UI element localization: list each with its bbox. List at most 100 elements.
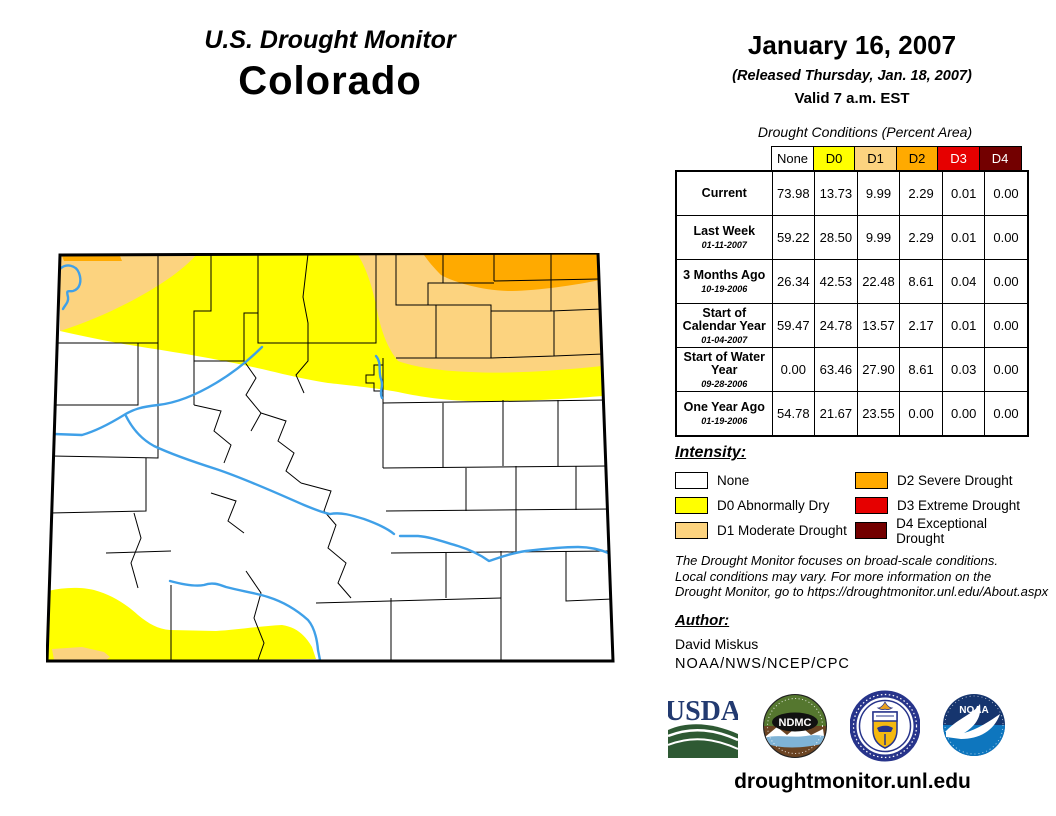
d2-region-northeast — [424, 253, 600, 291]
disclaimer: The Drought Monitor focuses on broad-sca… — [675, 553, 1055, 600]
report-title: U.S. Drought Monitor — [204, 26, 456, 54]
table-cell: 0.00 — [984, 259, 1029, 304]
table-cell: 0.01 — [941, 170, 986, 216]
table-cell: 9.99 — [856, 170, 901, 216]
table-cell: 59.47 — [771, 303, 816, 348]
yampa-river — [58, 264, 82, 311]
row-date: 01-11-2007 — [701, 239, 747, 250]
table-row: One Year Ago 01-19-2006 54.78 21.67 23.55 0.0… — [675, 391, 1029, 437]
table-cell: 0.04 — [941, 259, 986, 304]
row-label: Start of Water Year — [683, 349, 766, 377]
colorado-drought-map — [46, 253, 615, 663]
table-cell: 2.29 — [899, 170, 943, 216]
usda-logo: USDA — [668, 696, 738, 758]
south-platte-river — [374, 354, 384, 400]
table-row: Current 73.98 13.73 9.99 2.29 0.01 0.00 — [675, 170, 1029, 216]
legend-item: D1 Moderate Drought — [675, 518, 855, 543]
column-header-none: None — [771, 146, 814, 171]
drought-conditions-table: Current 73.98 13.73 9.99 2.29 0.01 0.00 Last We… — [675, 170, 1029, 437]
county-boundaries — [49, 253, 613, 661]
intensity-legend: None D0 Abnormally Dry D1 Moderate Drought… — [675, 468, 1035, 546]
gunnison-river — [124, 414, 332, 516]
drought-table-wrap: None D0 D1 D2 D3 D4 Current 73.98 13.73 9.99 2.29… — [675, 146, 1029, 437]
legend-swatch — [855, 472, 888, 489]
d1-sliver-southwest — [52, 647, 110, 660]
table-column-headers: None D0 D1 D2 D3 D4 — [771, 146, 1029, 171]
table-cell: 24.78 — [814, 303, 858, 348]
table-cell: 0.00 — [984, 391, 1029, 437]
noaa-logo-label: NOAA — [959, 705, 988, 716]
disclaimer-line: Local conditions may vary. For more info… — [675, 568, 992, 584]
table-cell: 63.46 — [814, 347, 858, 392]
row-date: 10-19-2006 — [701, 283, 748, 294]
table-cell: 0.01 — [941, 303, 986, 348]
table-cell: 0.01 — [941, 215, 986, 260]
table-cell: 8.61 — [899, 347, 943, 392]
legend-item: None — [675, 468, 855, 493]
noaa-logo: NOAA — [943, 694, 1005, 756]
rivers — [52, 264, 613, 661]
ndmc-logo: NDMC — [763, 694, 827, 758]
report-header: U.S. Drought Monitor Colorado — [50, 26, 610, 104]
date-block: January 16, 2007 (Released Thursday, Jan… — [672, 30, 1032, 107]
table-cell: 8.61 — [899, 259, 943, 304]
usda-logo-label: USDA — [668, 696, 738, 727]
disclaimer-line: Drought Monitor, go to https://droughtmo… — [675, 584, 1049, 599]
table-cell: 13.73 — [814, 170, 858, 216]
table-row: Start of Calendar Year 01-04-2007 59.47 24.… — [675, 303, 1029, 348]
row-label: 3 Months Ago — [683, 268, 766, 283]
table-caption: Drought Conditions (Percent Area) — [757, 124, 973, 140]
legend-label: D1 Moderate Drought — [717, 523, 847, 538]
table-cell: 23.55 — [856, 391, 901, 437]
row-label: Current — [701, 185, 747, 200]
san-juan-river — [168, 579, 322, 661]
commerce-seal-logo — [850, 690, 920, 762]
table-cell: 27.90 — [856, 347, 901, 392]
legend-label: D3 Extreme Drought — [897, 498, 1021, 513]
column-header-d0: D0 — [812, 146, 856, 171]
d1-region-northwest — [60, 255, 196, 331]
author-title: Author: — [675, 612, 730, 629]
colorado-river — [52, 345, 264, 437]
table-row: 3 Months Ago 10-19-2006 26.34 42.53 22.48 8.6… — [675, 259, 1029, 304]
table-cell: 73.98 — [771, 170, 816, 216]
legend-swatch — [675, 497, 708, 514]
row-date: 01-19-2006 — [701, 415, 748, 426]
legend-title: Intensity: — [675, 444, 747, 461]
table-cell: 22.48 — [856, 259, 901, 304]
table-row: Start of Water Year 09-28-2006 0.00 63.46 27… — [675, 347, 1029, 392]
legend-label: D2 Severe Drought — [897, 473, 1013, 488]
legend-item: D3 Extreme Drought — [855, 493, 1035, 518]
valid-time: Valid 7 a.m. EST — [794, 90, 910, 107]
row-header: Current — [675, 170, 773, 216]
table-cell: 21.67 — [814, 391, 858, 437]
legend-swatch — [675, 472, 708, 489]
table-cell: 0.00 — [984, 347, 1029, 392]
author-name: David Miskus — [675, 636, 759, 652]
row-header: Last Week 01-11-2007 — [675, 215, 773, 260]
table-cell: 2.17 — [899, 303, 943, 348]
release-date: (Released Thursday, Jan. 18, 2007) — [732, 68, 972, 84]
row-header: One Year Ago 01-19-2006 — [675, 391, 773, 437]
column-header-d1: D1 — [854, 146, 897, 171]
row-label: One Year Ago — [683, 400, 765, 415]
row-label: Start of Calendar Year — [682, 305, 766, 333]
row-header: Start of Water Year 09-28-2006 — [675, 347, 773, 392]
author-org: NOAA/NWS/NCEP/CPC — [675, 656, 850, 672]
table-cell: 0.03 — [941, 347, 986, 392]
row-date: 09-28-2006 — [701, 378, 748, 389]
table-cell: 13.57 — [856, 303, 901, 348]
table-cell: 59.22 — [771, 215, 816, 260]
column-header-d2: D2 — [895, 146, 939, 171]
state-name: Colorado — [238, 59, 422, 103]
legend-label: None — [717, 473, 750, 488]
legend-swatch — [855, 497, 888, 514]
table-cell: 0.00 — [899, 391, 943, 437]
footer-url: droughtmonitor.unl.edu — [734, 770, 971, 793]
d2-strip-northwest — [62, 256, 122, 261]
table-cell: 28.50 — [814, 215, 858, 260]
legend-label: D4 Exceptional Drought — [896, 515, 987, 546]
column-header-d4: D4 — [978, 146, 1022, 171]
row-header: 3 Months Ago 10-19-2006 — [675, 259, 773, 304]
table-cell: 42.53 — [814, 259, 858, 304]
